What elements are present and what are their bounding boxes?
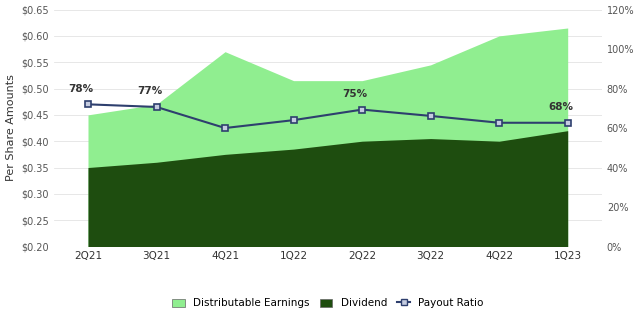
Legend: Distributable Earnings, Dividend, Payout Ratio: Distributable Earnings, Dividend, Payout…	[168, 294, 488, 312]
Text: 77%: 77%	[137, 86, 163, 96]
Text: 78%: 78%	[68, 84, 93, 94]
Text: 75%: 75%	[342, 89, 368, 99]
Y-axis label: Per Share Amounts: Per Share Amounts	[6, 74, 15, 181]
Text: 68%: 68%	[548, 102, 573, 112]
